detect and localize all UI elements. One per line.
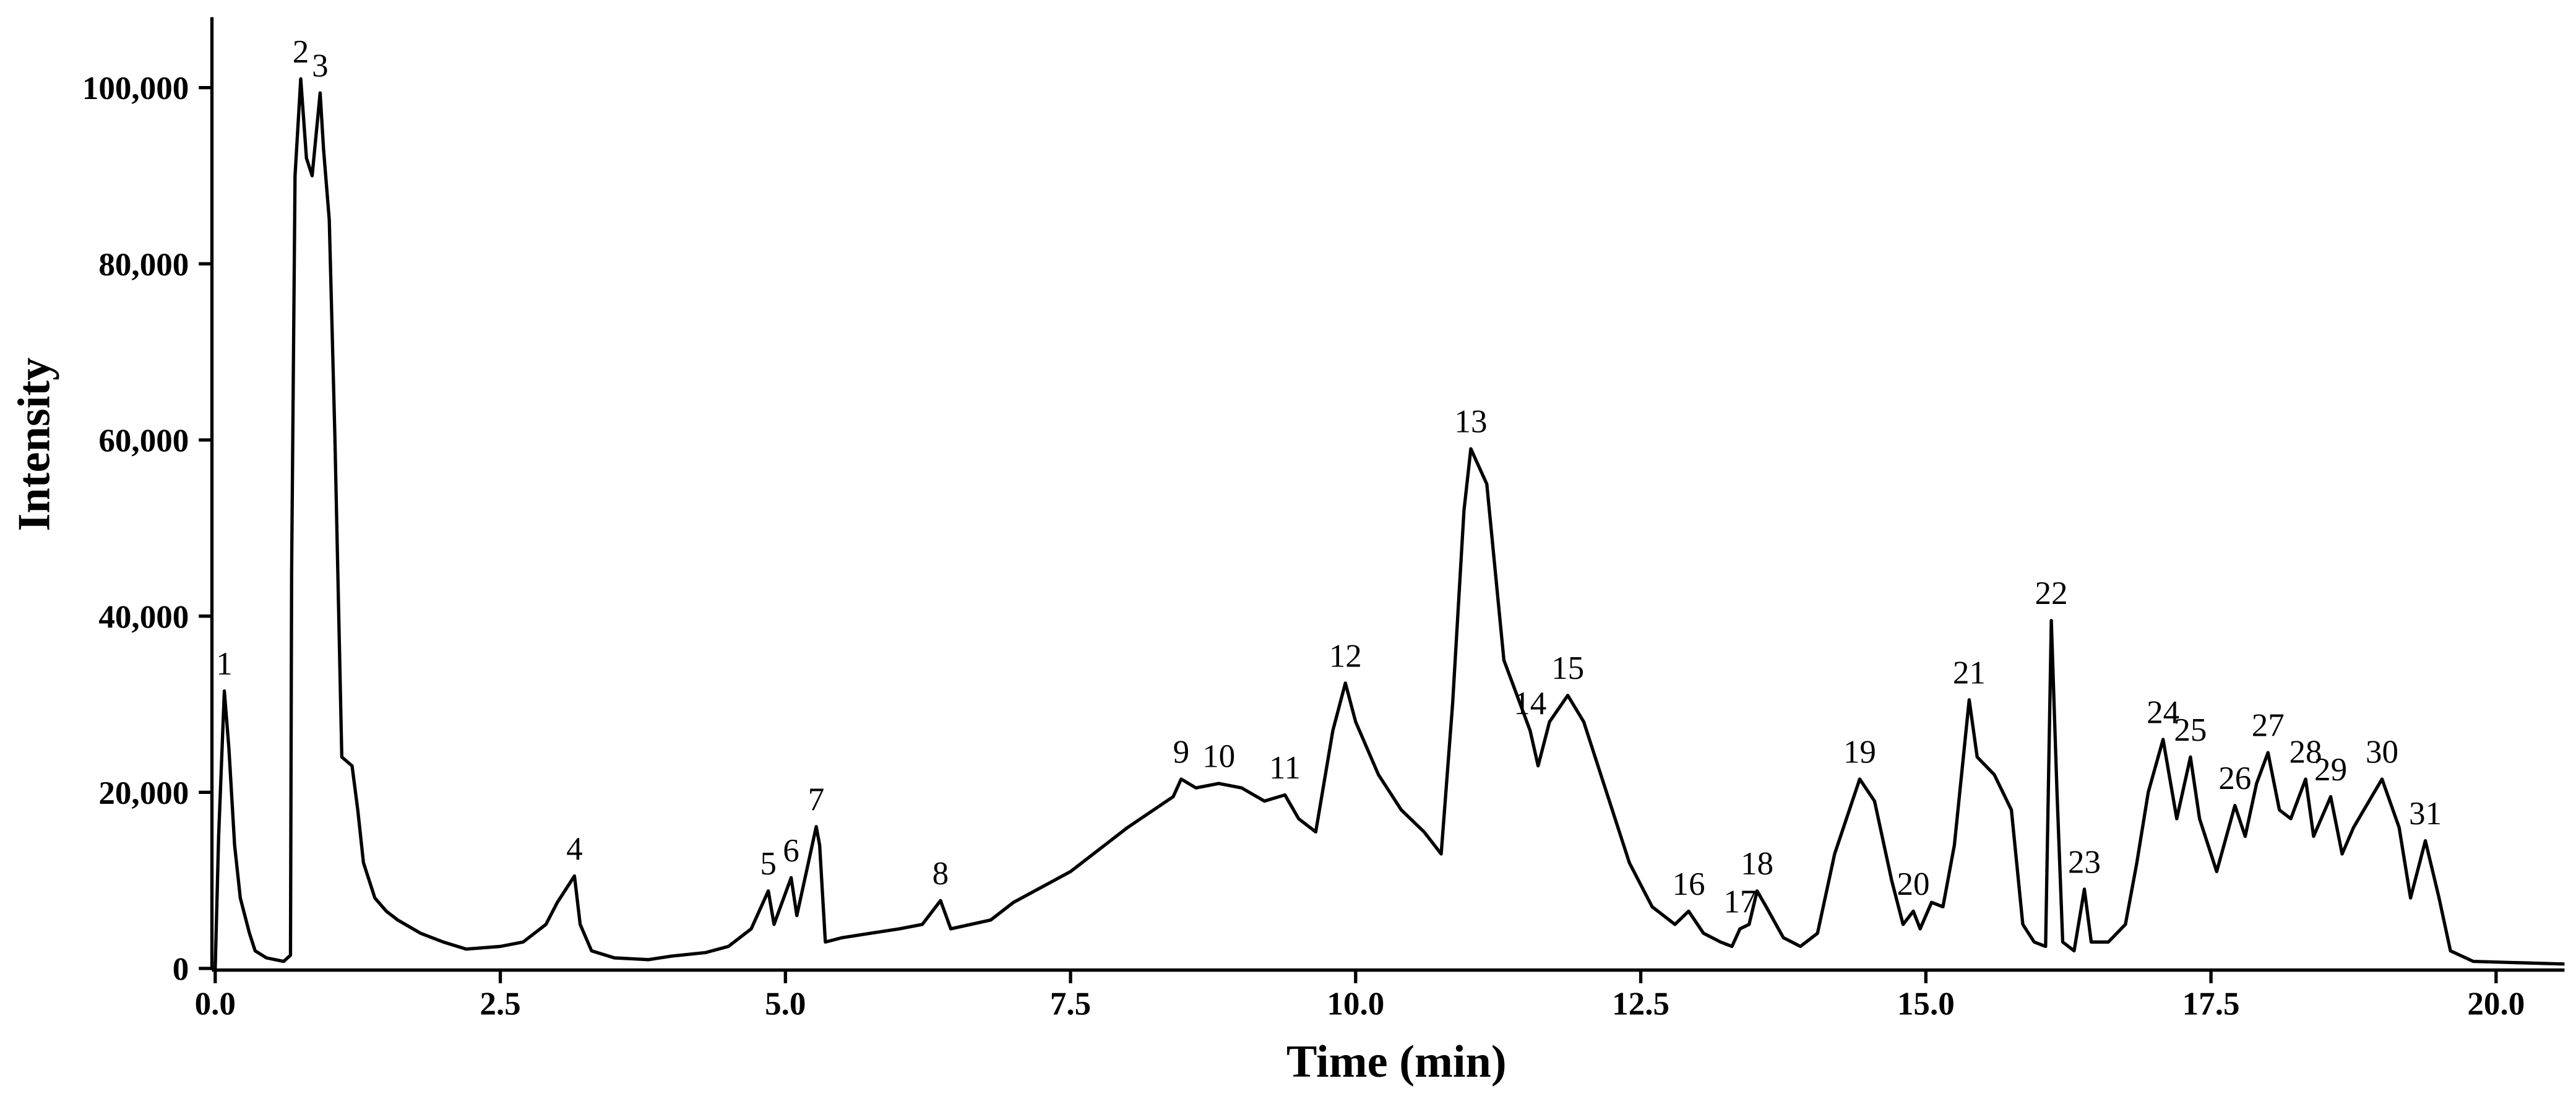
y-tick-label: 60,000 [98,423,189,459]
y-tick-label: 100,000 [82,71,189,106]
x-tick-label: 20.0 [2467,986,2525,1022]
x-axis-title: Time (min) [1286,1037,1507,1087]
peak-label: 3 [312,48,329,84]
peak-label: 13 [1454,404,1487,440]
y-tick-label: 20,000 [98,775,189,811]
y-axis-title: Intensity [9,358,60,532]
peak-label: 18 [1741,846,1773,882]
peak-label: 26 [2218,761,2251,796]
x-tick-label: 7.5 [1050,986,1091,1022]
peak-label: 21 [1953,655,1986,691]
peak-label: 28 [2290,734,2322,770]
y-tick-label: 40,000 [98,599,189,635]
peak-label: 4 [566,831,583,867]
x-tick-label: 10.0 [1327,986,1384,1022]
peak-label: 30 [2366,734,2398,770]
peak-label: 27 [2252,708,2285,744]
peak-label: 24 [2147,694,2179,730]
peak-label: 23 [2068,844,2101,880]
peak-label: 9 [1173,734,1190,770]
peak-label: 22 [2035,575,2068,611]
peak-label: 10 [1202,739,1235,775]
peak-label: 14 [1514,686,1546,722]
peak-label: 17 [1723,884,1756,920]
peak-label: 8 [933,856,949,892]
x-tick-label: 2.5 [480,986,520,1022]
x-tick-label: 17.5 [2182,986,2240,1022]
x-tick-label: 0.0 [195,986,236,1022]
peak-label: 19 [1843,734,1876,770]
peak-label: 29 [2314,752,2347,788]
trace [213,77,2565,969]
peak-label: 25 [2174,712,2207,748]
y-tick-label: 0 [173,952,189,988]
y-tick-label: 80,000 [98,247,189,283]
peak-label: 7 [808,782,825,817]
peak-label: 6 [783,833,799,869]
peak-label: 31 [2409,796,2442,832]
x-tick-label: 15.0 [1897,986,1955,1022]
peak-label: 20 [1897,866,1930,902]
x-tick-label: 5.0 [765,986,806,1022]
peak-label: 1 [216,646,233,682]
x-tick-label: 12.5 [1612,986,1669,1022]
peak-label: 2 [293,34,309,70]
peak-label: 16 [1672,866,1705,902]
peak-label: 15 [1551,650,1584,686]
peak-label: 5 [760,846,777,882]
peak-label: 11 [1269,750,1301,786]
peak-label: 12 [1329,638,1362,674]
